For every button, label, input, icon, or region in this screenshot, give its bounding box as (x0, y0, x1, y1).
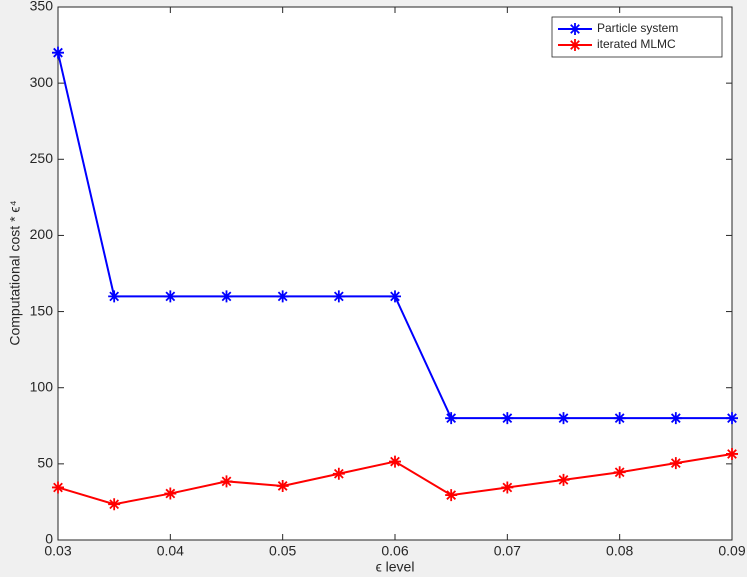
legend-box (551, 16, 723, 58)
y-tick-label: 50 (37, 455, 53, 471)
x-tick-label: 0.03 (44, 543, 71, 559)
marker (613, 466, 626, 479)
x-tick-label: 0.04 (157, 543, 184, 559)
marker (613, 412, 626, 425)
x-tick-label: 0.09 (718, 543, 745, 559)
marker (52, 46, 64, 59)
marker (164, 290, 177, 303)
legend-label: Particle system (597, 21, 678, 35)
marker (669, 412, 682, 425)
marker (726, 447, 738, 460)
marker (52, 481, 64, 494)
plot-area (58, 7, 732, 540)
marker (501, 481, 514, 494)
x-tick-label: 0.07 (494, 543, 521, 559)
marker (445, 412, 458, 425)
x-tick-label: 0.05 (269, 543, 296, 559)
marker (726, 412, 738, 425)
x-tick-label: 0.08 (606, 543, 633, 559)
y-tick-label: 200 (30, 226, 54, 242)
marker (669, 457, 682, 470)
marker (276, 290, 289, 303)
y-tick-label: 150 (30, 302, 54, 318)
legend-marker (569, 23, 581, 35)
marker (332, 467, 345, 480)
y-tick-label: 100 (30, 378, 54, 394)
marker (389, 290, 401, 303)
x-axis-label: ϵ level (376, 559, 415, 575)
marker (108, 290, 121, 303)
marker (332, 290, 345, 303)
y-axis-label: Computational cost * ϵ⁴ (7, 200, 23, 345)
marker (557, 412, 570, 425)
legend-label: iterated MLMC (597, 37, 676, 51)
marker (220, 475, 233, 488)
y-tick-label: 300 (30, 74, 54, 90)
marker (108, 498, 121, 511)
marker (276, 479, 289, 492)
marker (389, 455, 401, 468)
marker (220, 290, 233, 303)
marker (501, 412, 514, 425)
x-tick-label: 0.06 (381, 543, 408, 559)
marker (557, 473, 570, 486)
y-tick-label: 350 (30, 0, 54, 14)
marker (445, 489, 458, 502)
axes-box (57, 6, 733, 541)
y-tick-label: 0 (45, 531, 53, 547)
legend-marker (569, 39, 581, 51)
marker (164, 487, 177, 500)
y-tick-label: 250 (30, 150, 54, 166)
